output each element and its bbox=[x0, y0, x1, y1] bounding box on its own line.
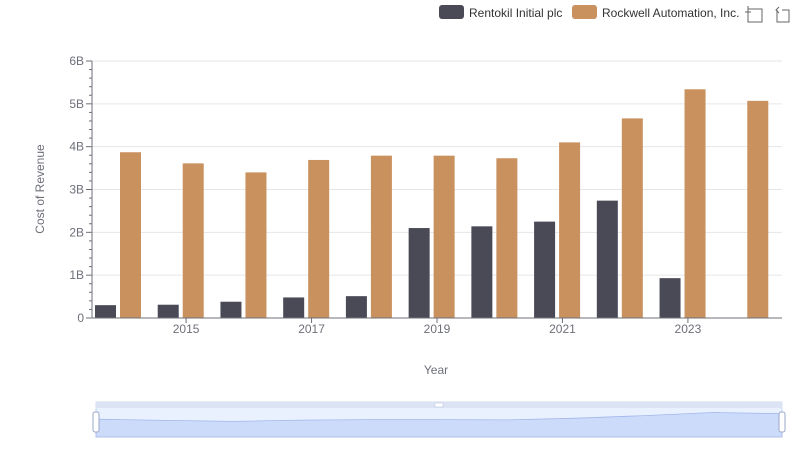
y-axis-title: Cost of Revenue bbox=[33, 144, 47, 234]
bar-rentokil-2018[interactable] bbox=[345, 296, 367, 318]
y-tick-label: 2B bbox=[69, 225, 84, 239]
bar-rentokil-2019[interactable] bbox=[408, 228, 430, 318]
y-axis: 0 1B 2B 3B 4B 5B 6B bbox=[69, 54, 93, 325]
y-tick-label: 5B bbox=[69, 97, 84, 111]
bar-rentokil-2022[interactable] bbox=[596, 200, 618, 318]
x-tick-label: 2023 bbox=[675, 322, 702, 336]
legend-item-rockwell[interactable]: Rockwell Automation, Inc. bbox=[572, 5, 739, 20]
zoom-icon[interactable] bbox=[745, 6, 763, 23]
bar-rockwell-2024[interactable] bbox=[747, 100, 769, 319]
x-axis: 2015 2017 2019 2021 2023 bbox=[92, 317, 782, 336]
legend-swatch-rentokil bbox=[439, 5, 464, 19]
bar-rockwell-2022[interactable] bbox=[621, 118, 643, 318]
bar-rentokil-2017[interactable] bbox=[283, 297, 305, 318]
bars bbox=[95, 89, 769, 319]
legend: Rentokil Initial plc Rockwell Automation… bbox=[439, 5, 739, 20]
bar-rockwell-2018[interactable] bbox=[370, 155, 392, 318]
bar-rockwell-2017[interactable] bbox=[308, 159, 330, 318]
y-tick-label: 1B bbox=[69, 268, 84, 282]
bar-rockwell-2021[interactable] bbox=[559, 142, 581, 318]
x-tick-label: 2021 bbox=[549, 322, 576, 336]
bar-rockwell-2020[interactable] bbox=[496, 158, 518, 318]
x-tick-label: 2017 bbox=[298, 322, 325, 336]
bar-rentokil-2021[interactable] bbox=[534, 221, 556, 318]
x-axis-title: Year bbox=[424, 363, 448, 377]
y-tick-label: 0 bbox=[77, 311, 84, 325]
bar-rockwell-2015[interactable] bbox=[182, 163, 204, 318]
data-zoom-slider[interactable] bbox=[92, 401, 786, 438]
x-tick-label: 2015 bbox=[173, 322, 200, 336]
bar-rentokil-2015[interactable] bbox=[157, 304, 179, 318]
y-tick-label: 4B bbox=[69, 140, 84, 154]
x-tick-label: 2019 bbox=[424, 322, 451, 336]
slider-handle-left[interactable] bbox=[92, 411, 100, 433]
bar-rentokil-2023[interactable] bbox=[659, 278, 681, 318]
legend-label-rockwell: Rockwell Automation, Inc. bbox=[602, 6, 739, 20]
y-tick-label: 6B bbox=[69, 54, 84, 68]
legend-swatch-rockwell bbox=[572, 5, 597, 19]
bar-rentokil-2014[interactable] bbox=[95, 305, 116, 318]
y-tick-label: 3B bbox=[69, 183, 84, 197]
bar-rockwell-2016[interactable] bbox=[245, 172, 267, 318]
bar-rockwell-2019[interactable] bbox=[433, 155, 455, 318]
bar-rentokil-2016[interactable] bbox=[220, 301, 242, 318]
slider-preview-area bbox=[95, 412, 783, 438]
restore-icon[interactable] bbox=[775, 6, 790, 23]
bar-rentokil-2020[interactable] bbox=[471, 226, 493, 318]
bar-rockwell-2014[interactable] bbox=[120, 152, 141, 318]
legend-label-rentokil: Rentokil Initial plc bbox=[469, 6, 562, 20]
slider-top-grip[interactable] bbox=[434, 402, 444, 408]
slider-handle-right[interactable] bbox=[778, 411, 786, 433]
bar-rockwell-2023[interactable] bbox=[684, 89, 706, 319]
legend-item-rentokil[interactable]: Rentokil Initial plc bbox=[439, 5, 562, 20]
